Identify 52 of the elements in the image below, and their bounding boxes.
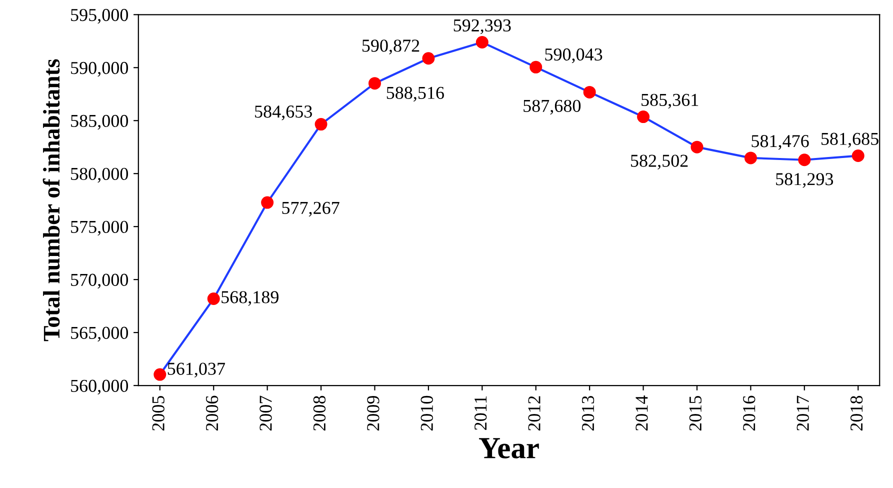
- y-tick-label: 590,000: [71, 62, 128, 77]
- x-tick-label: 2010: [420, 396, 433, 431]
- data-label: 585,361: [642, 94, 698, 109]
- x-tick-label: 2012: [528, 396, 540, 431]
- point: [261, 196, 274, 209]
- x-tick-label: 2006: [206, 396, 218, 431]
- y-tick-label: 595,000: [71, 8, 128, 24]
- y-tick-label: 575,000: [71, 220, 128, 236]
- x-tick-label: 2007: [260, 396, 272, 431]
- y-tick-label: 560,000: [71, 380, 128, 395]
- y-tick-label: 580,000: [71, 168, 128, 183]
- data-label: 561,037: [168, 362, 226, 378]
- data-label: 590,043: [545, 48, 602, 64]
- point: [852, 149, 864, 162]
- point: [637, 110, 650, 124]
- data-label: 587,680: [524, 100, 581, 115]
- data-label: 582,502: [631, 154, 688, 170]
- data-label: 581,293: [776, 173, 834, 188]
- point: [798, 154, 811, 166]
- x-tick-label: 2015: [689, 396, 702, 431]
- x-tick-label: 2013: [582, 396, 594, 431]
- point: [744, 152, 757, 164]
- y-tick-label: 565,000: [71, 326, 128, 342]
- point: [583, 86, 596, 98]
- y-tick-label: 585,000: [71, 114, 128, 130]
- x-tick-label: 2018: [850, 396, 863, 431]
- x-tick-label: 2016: [743, 396, 756, 431]
- data-label: 581,685: [821, 132, 878, 148]
- data-label: 590,872: [362, 40, 420, 54]
- point: [207, 292, 220, 305]
- x-tick-label: 2017: [796, 396, 809, 431]
- y-axis-title: Total number of inhabitants: [42, 59, 60, 342]
- data-label: 592,393: [454, 19, 511, 34]
- x-tick-label: 2009: [367, 396, 380, 431]
- data-label: 568,189: [222, 291, 278, 306]
- data-label: 581,476: [752, 135, 809, 150]
- x-tick-label: 2014: [636, 396, 648, 431]
- point: [154, 368, 166, 381]
- y-tick-label: 570,000: [71, 274, 128, 289]
- data-label: 584,653: [255, 106, 312, 120]
- data-label: 577,267: [282, 202, 340, 217]
- x-tick-label: 2005: [152, 396, 164, 431]
- point: [314, 118, 328, 131]
- point: [530, 60, 542, 74]
- x-tick-label: 2011: [474, 396, 487, 430]
- data-label: 588,516: [386, 86, 444, 102]
- point: [368, 77, 381, 90]
- x-tick-label: 2008: [313, 396, 326, 431]
- point: [422, 52, 435, 65]
- x-axis-title: Year: [479, 438, 539, 458]
- point: [690, 140, 704, 154]
- point: [476, 36, 488, 49]
